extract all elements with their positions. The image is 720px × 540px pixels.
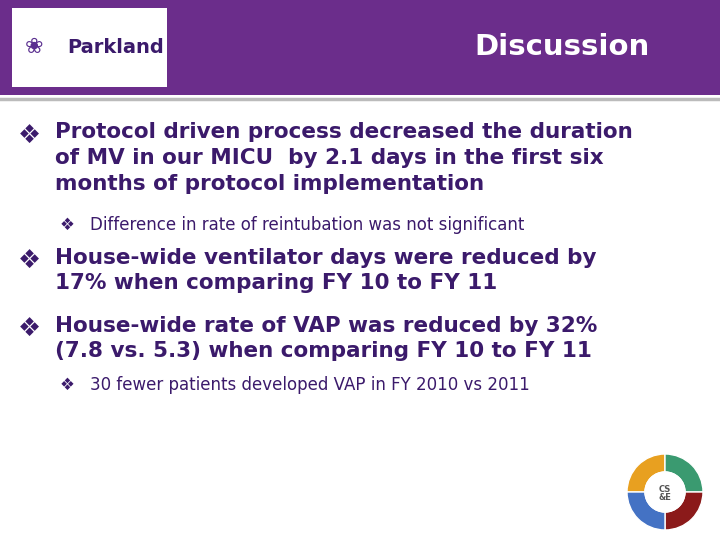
Text: House-wide rate of VAP was reduced by 32%
(7.8 vs. 5.3) when comparing FY 10 to : House-wide rate of VAP was reduced by 32… (55, 315, 598, 361)
Text: ❖: ❖ (60, 215, 75, 233)
Text: ❖: ❖ (60, 375, 75, 394)
Wedge shape (627, 492, 665, 530)
Bar (0, 0, 720, 94)
Text: ❖: ❖ (18, 315, 41, 341)
Bar (12, 8, 167, 86)
Text: ❀: ❀ (24, 37, 43, 57)
Wedge shape (665, 492, 703, 530)
Text: Discussion: Discussion (474, 33, 649, 61)
Circle shape (645, 472, 685, 512)
Wedge shape (627, 454, 665, 492)
Text: Parkland: Parkland (67, 38, 163, 57)
Text: House-wide ventilator days were reduced by
17% when comparing FY 10 to FY 11: House-wide ventilator days were reduced … (55, 247, 596, 293)
Text: ❖: ❖ (18, 123, 41, 148)
Text: ❖: ❖ (18, 247, 41, 273)
Text: Difference in rate of reintubation was not significant: Difference in rate of reintubation was n… (90, 215, 524, 233)
Text: &E: &E (659, 492, 672, 502)
Text: 30 fewer patients developed VAP in FY 2010 vs 2011: 30 fewer patients developed VAP in FY 20… (90, 375, 530, 394)
Text: CS: CS (659, 484, 671, 494)
Wedge shape (665, 454, 703, 492)
Text: Protocol driven process decreased the duration
of MV in our MICU  by 2.1 days in: Protocol driven process decreased the du… (55, 123, 633, 194)
